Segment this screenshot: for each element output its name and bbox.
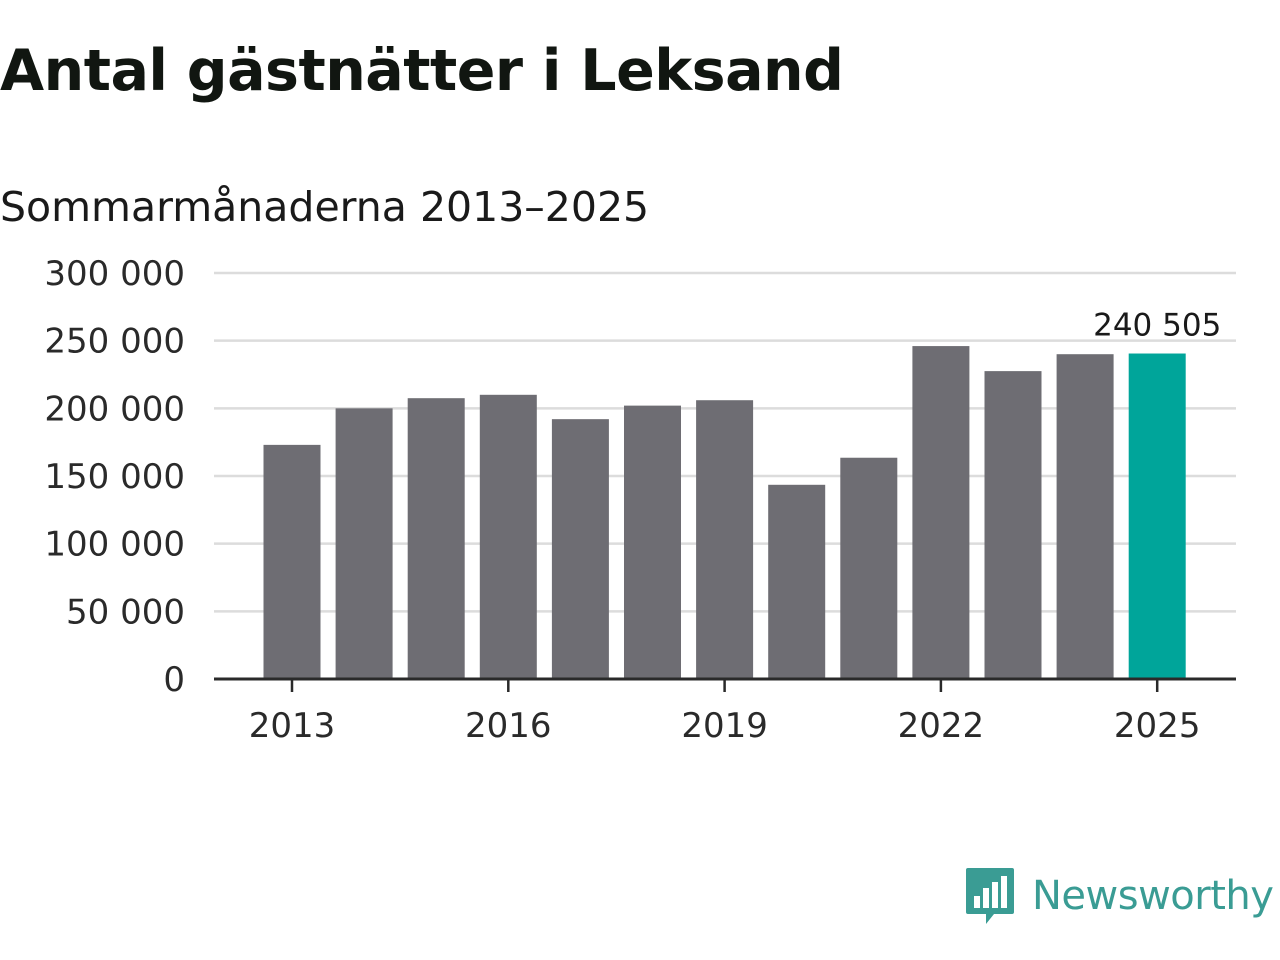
newsworthy-logo-icon — [966, 868, 1014, 924]
y-tick-label: 250 000 — [44, 322, 185, 362]
y-tick-label: 50 000 — [66, 592, 185, 632]
x-tick-label: 2022 — [898, 706, 985, 746]
x-tick-label: 2025 — [1114, 706, 1201, 746]
bar-2017 — [551, 419, 609, 679]
y-tick-label: 150 000 — [44, 457, 185, 497]
y-tick-label: 200 000 — [44, 389, 185, 429]
bar-2019 — [696, 400, 754, 679]
y-tick-label: 0 — [163, 660, 185, 700]
bar-2021 — [840, 457, 898, 679]
bar-2014 — [335, 408, 393, 679]
chart-subtitle: Sommarmånaderna 2013–2025 — [0, 183, 650, 231]
x-tick-label: 2019 — [681, 706, 768, 746]
bar-2013 — [263, 444, 321, 679]
y-tick-label: 300 000 — [44, 254, 185, 294]
x-tick-label: 2013 — [249, 706, 336, 746]
newsworthy-logo: Newsworthy — [964, 866, 1274, 926]
bar-2016 — [479, 394, 537, 679]
bar-value-label: 240 505 — [1093, 308, 1221, 344]
bar-2018 — [624, 405, 681, 679]
bar-2015 — [407, 398, 465, 679]
bar-2024 — [1056, 354, 1114, 679]
bar-2023 — [984, 371, 1042, 679]
x-tick-label: 2016 — [465, 706, 552, 746]
chart-title: Antal gästnätter i Leksand — [0, 38, 844, 104]
bar-2020 — [768, 484, 826, 679]
bar-2022 — [912, 346, 970, 679]
bar-2025 — [1128, 353, 1186, 679]
logo-text: Newsworthy — [1032, 873, 1274, 919]
y-tick-label: 100 000 — [44, 525, 185, 565]
